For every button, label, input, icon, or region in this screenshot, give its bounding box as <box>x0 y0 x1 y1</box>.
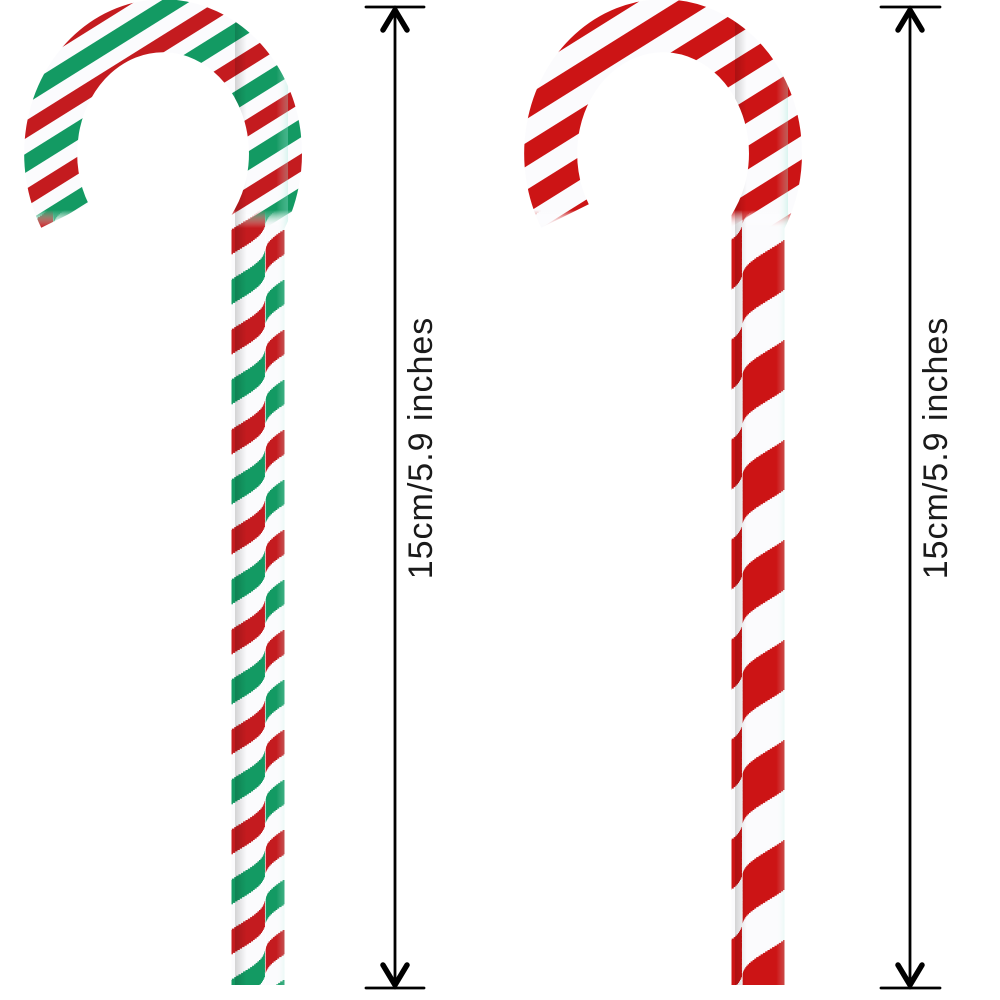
svg-text:15cm/5.9 inches: 15cm/5.9 inches <box>402 317 440 580</box>
svg-text:15cm/5.9 inches: 15cm/5.9 inches <box>917 317 955 580</box>
